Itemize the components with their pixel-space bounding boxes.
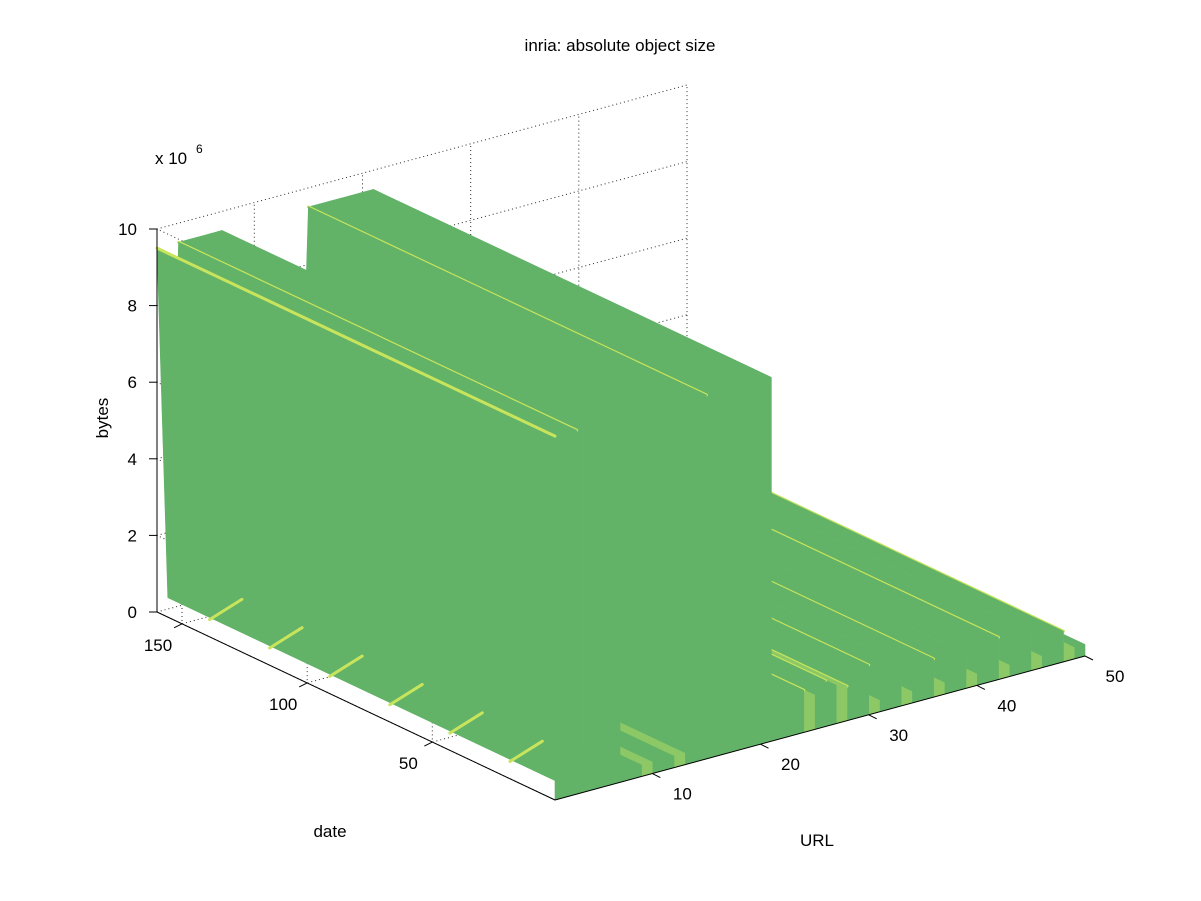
surface-highlight bbox=[155, 246, 557, 438]
x-tick-label: 20 bbox=[781, 755, 800, 774]
x-tick-label: 50 bbox=[1106, 667, 1125, 686]
z-exponent-value: 6 bbox=[196, 142, 203, 156]
x-tick bbox=[1084, 655, 1094, 661]
surface-highlight bbox=[328, 654, 364, 678]
y-tick bbox=[424, 741, 433, 747]
surface-highlight bbox=[388, 682, 424, 707]
z-exponent-label: x 10 bbox=[155, 149, 187, 168]
y-tick-label: 50 bbox=[399, 754, 418, 773]
x-tick-label: 40 bbox=[997, 696, 1016, 715]
x-tick-label: 30 bbox=[889, 726, 908, 745]
axes bbox=[156, 229, 1086, 801]
y-tick bbox=[298, 682, 308, 688]
x-tick bbox=[760, 743, 769, 749]
y-tick-label: 100 bbox=[269, 695, 297, 714]
surface bbox=[155, 188, 1086, 801]
x-axis-label: URL bbox=[800, 831, 834, 850]
surface-highlight bbox=[508, 739, 544, 763]
y-axis-label: date bbox=[313, 822, 346, 841]
z-axis-label: bytes bbox=[93, 398, 112, 439]
z-tick-label: 4 bbox=[128, 450, 137, 469]
x-tick bbox=[976, 684, 986, 690]
z-tick-label: 0 bbox=[128, 603, 137, 622]
x-axis-line bbox=[554, 655, 1086, 801]
y-axis-line bbox=[156, 611, 556, 801]
x-tick-label: 10 bbox=[673, 785, 692, 804]
x-tick bbox=[868, 714, 877, 720]
surface-highlight bbox=[208, 597, 244, 622]
z-tick-label: 10 bbox=[118, 220, 137, 239]
tick-labels: 10 20 30 40 50 50 100 150 0 2 4 6 8 10 bbox=[118, 220, 1124, 804]
surface-highlight bbox=[448, 711, 484, 735]
z-tick-label: 6 bbox=[128, 373, 137, 392]
chart-title: inria: absolute object size bbox=[525, 36, 716, 55]
x-tick bbox=[652, 773, 661, 778]
y-tick-label: 150 bbox=[144, 636, 172, 655]
surface-highlight bbox=[268, 626, 304, 650]
z-tick-label: 2 bbox=[128, 526, 137, 545]
z-tick-label: 8 bbox=[128, 297, 137, 316]
y-tick bbox=[173, 623, 183, 629]
